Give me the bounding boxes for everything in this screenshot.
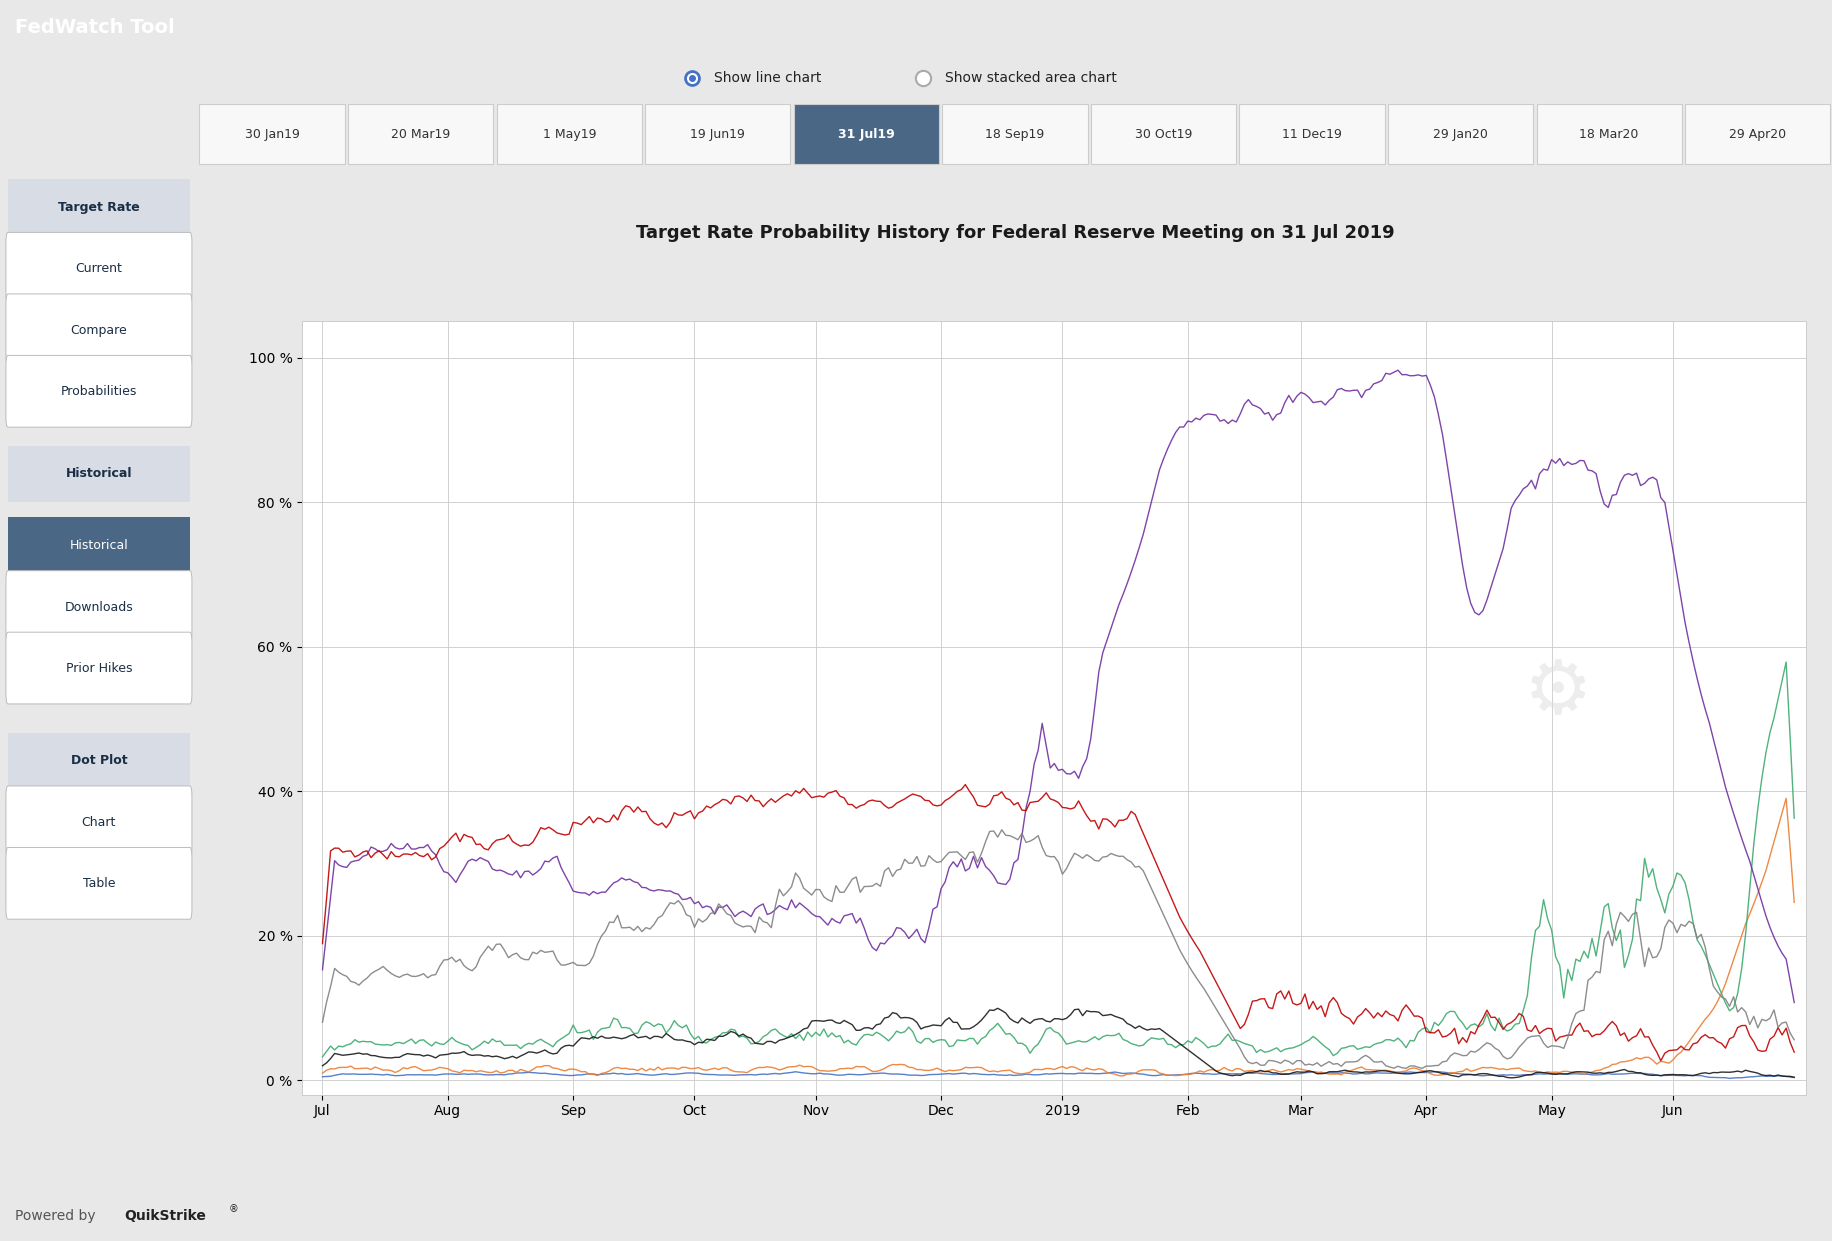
FancyBboxPatch shape [1537,104,1682,164]
FancyBboxPatch shape [5,632,192,704]
Text: 11 Dec19: 11 Dec19 [1282,128,1343,140]
Text: Show line chart: Show line chart [714,71,823,86]
FancyBboxPatch shape [1240,104,1385,164]
FancyBboxPatch shape [200,104,344,164]
Text: QuikStrike: QuikStrike [125,1209,207,1224]
Text: 18 Mar20: 18 Mar20 [1579,128,1640,140]
Text: Historical: Historical [70,539,128,552]
Text: 20 Mar19: 20 Mar19 [390,128,451,140]
Text: Dot Plot: Dot Plot [71,755,126,767]
Text: Compare: Compare [71,324,126,336]
FancyBboxPatch shape [5,571,192,643]
Text: Prior Hikes: Prior Hikes [66,663,132,675]
Text: Target Rate Probability History for Federal Reserve Meeting on 31 Jul 2019: Target Rate Probability History for Fede… [636,225,1394,242]
Text: Historical: Historical [66,468,132,480]
FancyBboxPatch shape [5,232,192,304]
Text: 31 Jul19: 31 Jul19 [837,128,894,140]
Text: 1 May19: 1 May19 [542,128,595,140]
FancyBboxPatch shape [942,104,1088,164]
Text: 30 Oct19: 30 Oct19 [1134,128,1193,140]
Text: Chart: Chart [82,815,115,829]
Text: Downloads: Downloads [64,601,134,613]
Text: 19 Jun19: 19 Jun19 [691,128,746,140]
Text: Target Rate: Target Rate [59,201,139,213]
FancyBboxPatch shape [7,517,191,573]
FancyBboxPatch shape [1090,104,1237,164]
FancyBboxPatch shape [7,732,191,789]
Text: 29 Apr20: 29 Apr20 [1729,128,1786,140]
FancyBboxPatch shape [645,104,790,164]
Text: Show stacked area chart: Show stacked area chart [945,71,1118,86]
FancyBboxPatch shape [7,446,191,503]
FancyBboxPatch shape [793,104,940,164]
FancyBboxPatch shape [1389,104,1533,164]
Text: Powered by: Powered by [15,1209,99,1224]
Text: Table: Table [82,877,115,890]
Text: 18 Sep19: 18 Sep19 [986,128,1044,140]
FancyBboxPatch shape [5,786,192,858]
FancyBboxPatch shape [5,848,192,920]
Text: 29 Jan20: 29 Jan20 [1433,128,1488,140]
FancyBboxPatch shape [1685,104,1830,164]
Text: ®: ® [229,1204,238,1214]
FancyBboxPatch shape [348,104,493,164]
Text: ⚙: ⚙ [1524,655,1592,730]
FancyBboxPatch shape [496,104,641,164]
FancyBboxPatch shape [5,294,192,366]
Text: FedWatch Tool: FedWatch Tool [15,17,174,37]
FancyBboxPatch shape [5,355,192,427]
Text: 30 Jan19: 30 Jan19 [245,128,300,140]
FancyBboxPatch shape [7,179,191,236]
Text: Probabilities: Probabilities [60,385,137,398]
Text: Current: Current [75,262,123,276]
Legend: 150-175, 175-200, 200-225, 225-250, 250-275, 275-300, 300-325: 150-175, 175-200, 200-225, 225-250, 250-… [647,325,1383,351]
